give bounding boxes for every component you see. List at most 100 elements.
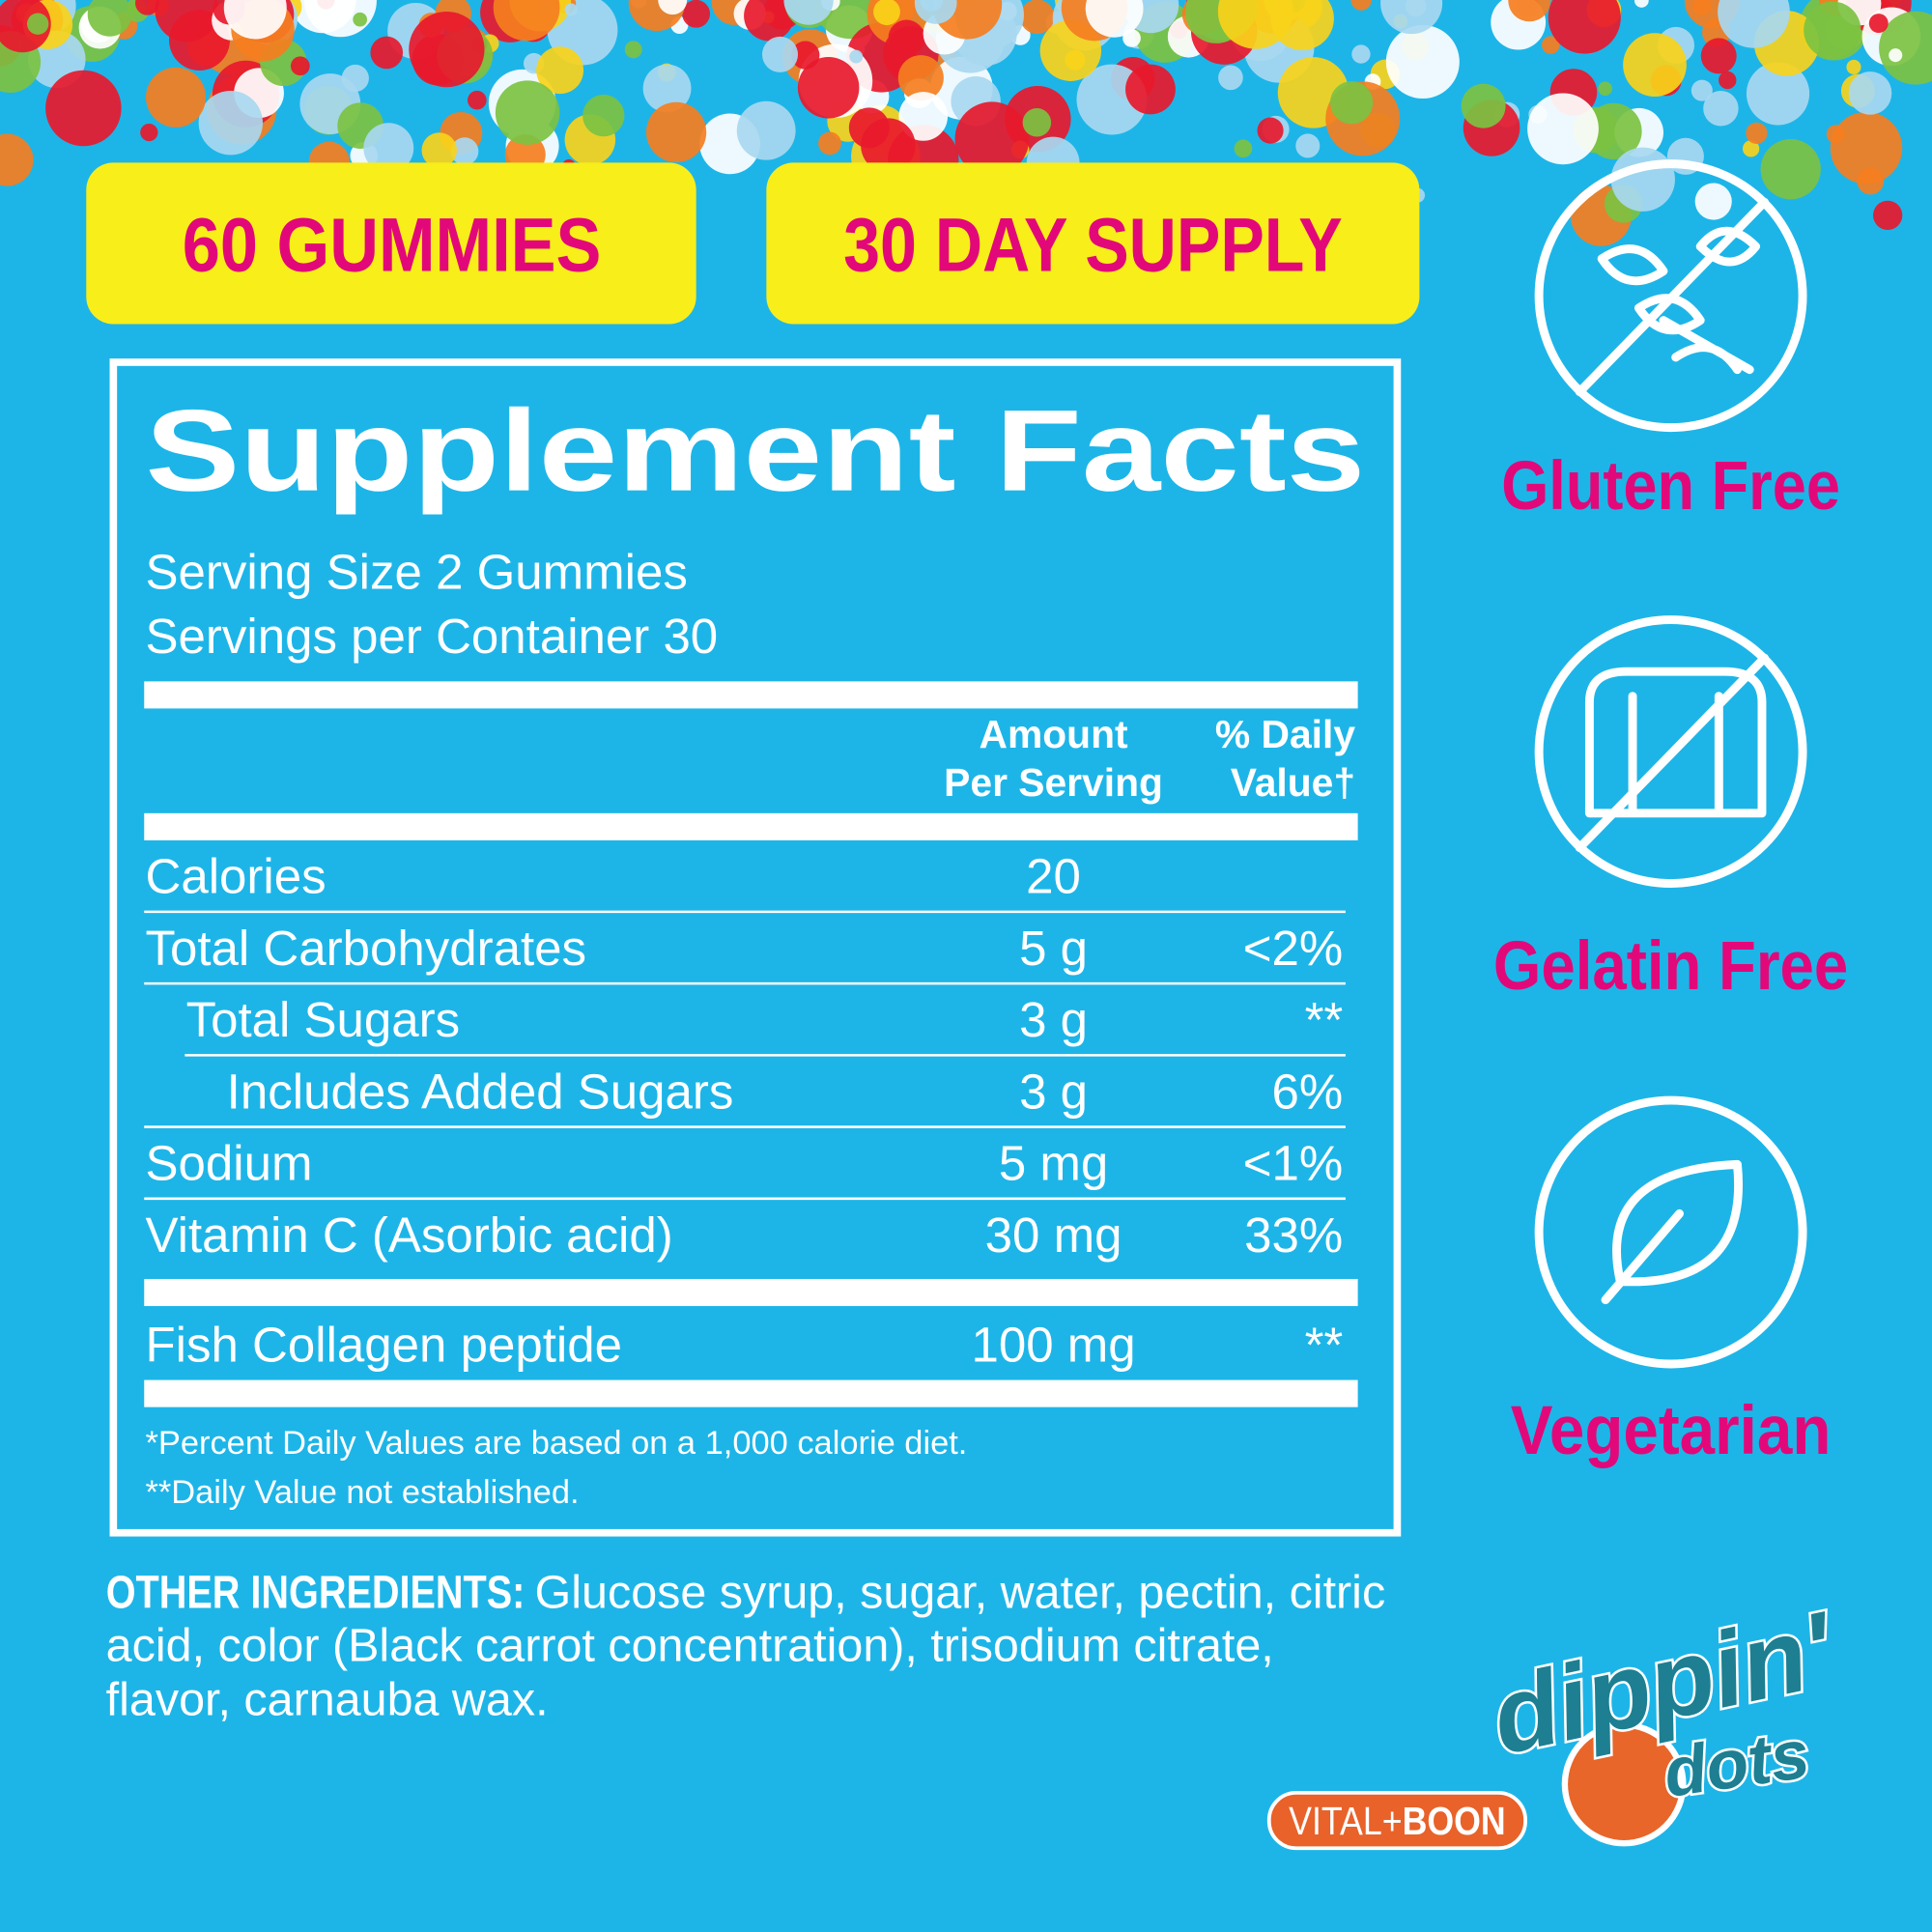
candy-dot — [155, 0, 219, 43]
candy-dot — [1351, 44, 1371, 64]
candy-dot — [1868, 14, 1889, 34]
claim: Gluten Free — [1501, 447, 1840, 525]
partner-pill — [1266, 1790, 1527, 1851]
candy-dot — [1019, 0, 1055, 35]
servings: Servings per Container 30 — [146, 609, 719, 664]
claim: Vegetarian — [1511, 1392, 1832, 1469]
candy-dot — [26, 13, 49, 35]
candy-dot — [1872, 200, 1903, 231]
ingredients-text: acid, color (Black carrot concentration)… — [106, 1619, 1274, 1671]
candy-dot — [135, 0, 159, 15]
icon-vegetarian — [1534, 1095, 1807, 1369]
candy-dot — [1718, 0, 1790, 48]
header: % Daily — [1215, 712, 1355, 756]
candy-dot — [624, 41, 642, 59]
icon-gummy — [1584, 667, 1767, 818]
nutrient-amount: 3 g — [1019, 1064, 1088, 1119]
nutrient-rows: Calories 20 Total Carbohydrates 5 g <2% Total… — [144, 849, 1346, 1372]
candy-dot — [1350, 0, 1372, 11]
candy-dot — [1022, 108, 1052, 137]
candy-dot — [897, 55, 944, 101]
candy-dot — [363, 123, 414, 174]
candy-dot — [1623, 33, 1687, 97]
candy-dot — [290, 56, 310, 76]
candy-dot — [1125, 64, 1176, 115]
candy-dot — [1879, 11, 1932, 85]
candy-dot — [1542, 36, 1560, 54]
candy-dot — [409, 11, 485, 88]
candy-dot — [223, 0, 287, 40]
nutrient-amount: 100 mg — [971, 1317, 1135, 1372]
header: Amount — [980, 712, 1128, 756]
nutrient-amount: 30 mg — [985, 1208, 1122, 1263]
nutrient-name: Total Sugars — [186, 992, 461, 1047]
candy-dot — [1295, 133, 1321, 158]
rule — [144, 1379, 1358, 1407]
nutrient-name: Vitamin C (Asorbic acid) — [146, 1208, 673, 1263]
candy-dot — [1889, 48, 1903, 63]
ingredients-text: flavor, carnauba wax. — [106, 1674, 549, 1726]
candy-dot — [1234, 139, 1253, 158]
candy-dot — [198, 91, 264, 156]
candy-dot — [353, 12, 368, 27]
candy-dot — [564, 3, 578, 16]
candy-dot — [467, 90, 487, 110]
candy-dot — [1846, 59, 1861, 74]
candy-dot — [761, 36, 799, 72]
candy-dot — [493, 0, 560, 42]
candy-dot — [682, 0, 710, 28]
nutrient-amount: 20 — [1026, 849, 1081, 904]
nutrient-name: Sodium — [146, 1136, 313, 1191]
candy-dot — [1527, 93, 1599, 165]
candy-dot — [797, 57, 860, 119]
candy-dot — [582, 95, 625, 137]
ingredients-label: OTHER INGREDIENTS: — [106, 1567, 526, 1619]
nutrient-dv: ** — [1305, 992, 1344, 1047]
icon-leaf — [1601, 1159, 1743, 1305]
candy-dot — [849, 49, 864, 64]
candy-dot — [1694, 183, 1732, 220]
facts-box — [109, 358, 1402, 1537]
candy-dot — [1380, 0, 1443, 35]
candy-dot — [1385, 25, 1460, 99]
nutrient-name: Fish Collagen peptide — [146, 1317, 622, 1372]
candy-dot — [1610, 147, 1675, 212]
candy-dot — [914, 0, 957, 24]
rule — [144, 681, 1358, 709]
candy-dot — [1826, 125, 1845, 144]
icon-gluten — [1534, 159, 1807, 433]
candy-dot — [873, 0, 900, 26]
candy-dot — [370, 36, 404, 70]
icon-wheat — [1597, 226, 1761, 375]
candy-dot — [1257, 117, 1284, 144]
candy-dot — [1830, 111, 1903, 185]
candy-dot — [1691, 0, 1712, 15]
candy-dot — [1742, 140, 1760, 157]
candy-dot — [1508, 0, 1551, 22]
nutrient-dv: <2% — [1243, 921, 1344, 976]
nutrient-dv: 33% — [1244, 1208, 1343, 1263]
candy-dot — [1746, 122, 1768, 144]
candy-dot — [1746, 62, 1810, 126]
candy-dot — [87, 0, 132, 37]
footnote: **Daily Value not established. — [146, 1474, 580, 1511]
candy-dot — [954, 101, 1030, 177]
badge-text: 60 GUMMIES — [183, 202, 602, 288]
candy-dot — [1264, 0, 1307, 22]
candy-dot — [290, 0, 356, 34]
candy-dot — [791, 41, 820, 70]
logo-ball — [1561, 1721, 1687, 1847]
nutrient-name: Total Carbohydrates — [146, 921, 587, 976]
candy-dot — [898, 92, 949, 141]
candy-dot — [783, 0, 834, 25]
candy-dot — [1703, 91, 1739, 127]
candy-dot — [421, 132, 457, 168]
candy-dot — [1461, 83, 1506, 128]
candy-dot — [1700, 38, 1737, 74]
nutrient-dv: 6% — [1272, 1064, 1344, 1119]
ingredients-text: Glucose syrup, sugar, water, pectin, cit… — [535, 1567, 1386, 1619]
candy-dot — [1690, 79, 1713, 101]
candy-dot — [818, 131, 841, 156]
candy-dot — [450, 137, 479, 165]
